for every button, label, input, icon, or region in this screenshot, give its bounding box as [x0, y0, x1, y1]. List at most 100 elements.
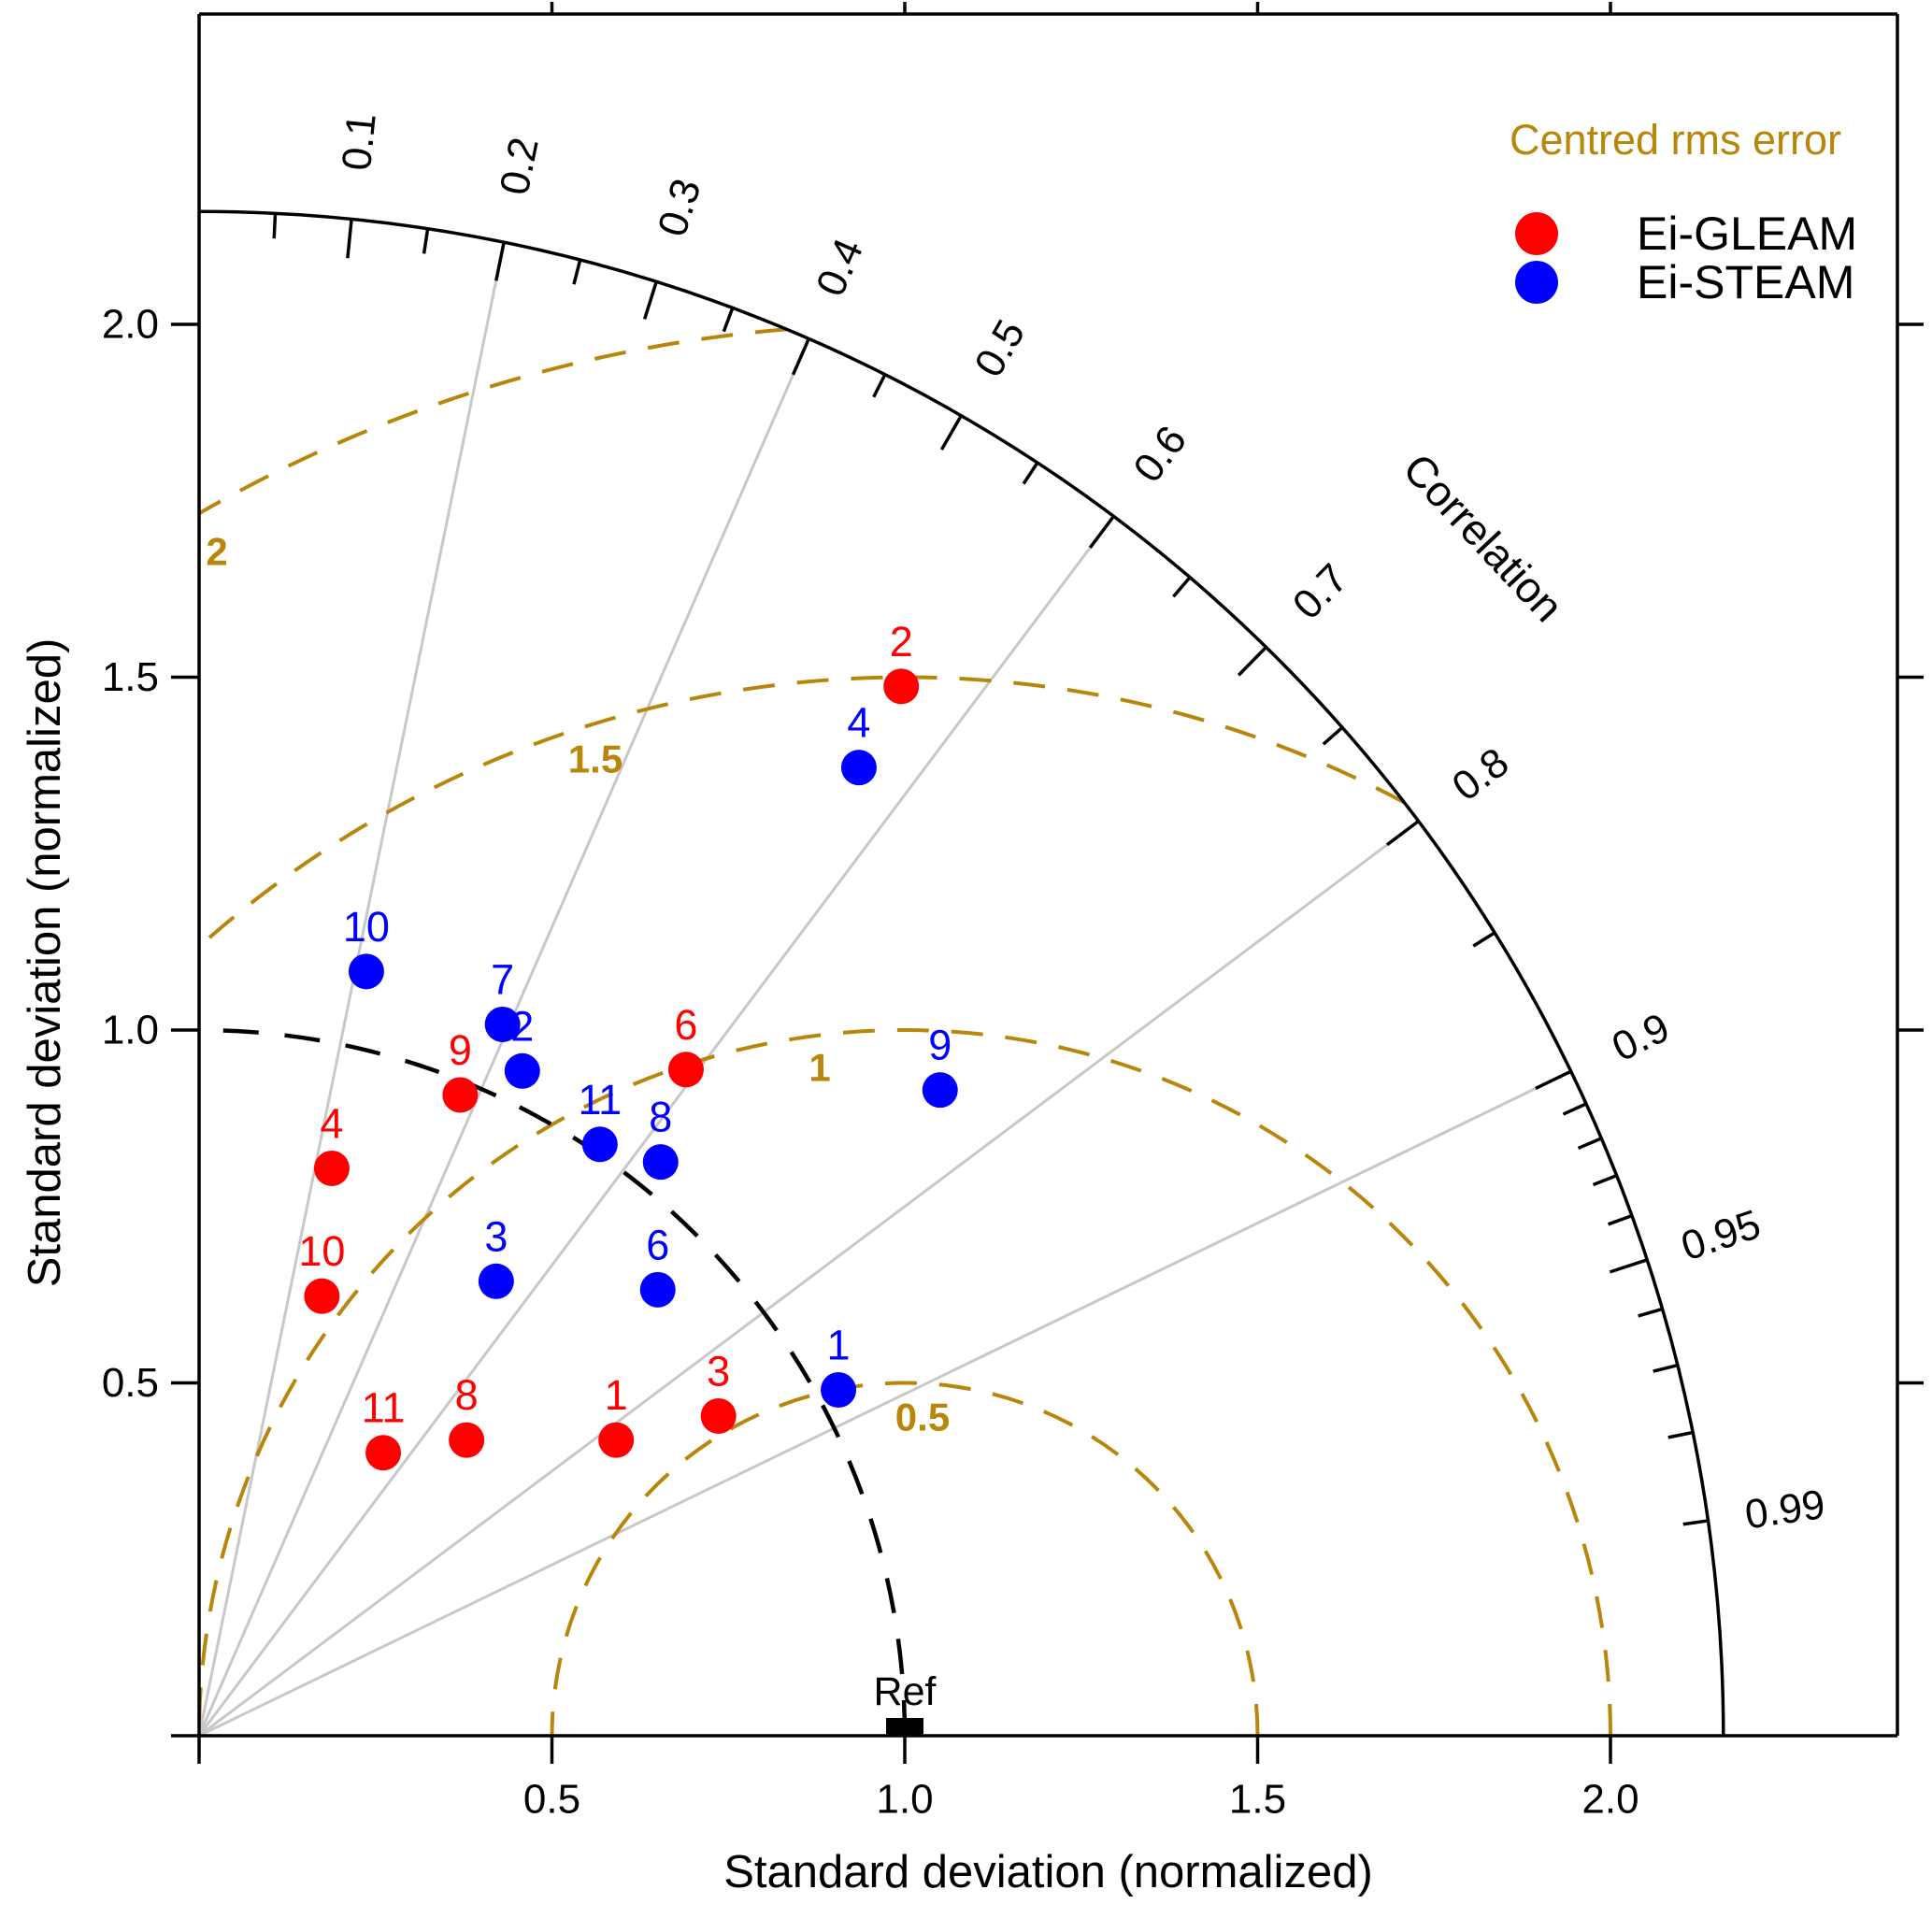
data-point-label-ei-gleam-3: 3 — [707, 1347, 730, 1395]
x-axis-tick-label: 1.5 — [1229, 1777, 1286, 1823]
data-point-label-ei-gleam-4: 4 — [320, 1099, 343, 1147]
data-point-label-ei-gleam-2: 2 — [890, 618, 913, 666]
correlation-tick — [939, 414, 963, 451]
data-point-ei-gleam-11 — [365, 1435, 402, 1471]
data-point-ei-steam-4 — [840, 750, 877, 786]
data-point-label-ei-steam-11: 11 — [578, 1076, 622, 1124]
ref-marker — [886, 1718, 923, 1737]
data-point-ei-steam-3 — [478, 1263, 514, 1299]
rms-error-arc — [550, 1381, 1260, 1737]
data-point-label-ei-steam-10: 10 — [343, 903, 390, 951]
correlation-tick — [1682, 1519, 1709, 1526]
data-point-label-ei-steam-9: 9 — [928, 1022, 952, 1069]
correlation-ray — [198, 1069, 1572, 1738]
correlation-tick — [791, 337, 810, 376]
correlation-tick — [1592, 1173, 1618, 1187]
correlation-tick — [1322, 726, 1344, 746]
correlation-tick — [1667, 1430, 1694, 1439]
rms-arc-label: 2 — [206, 530, 227, 574]
rms-error-arc — [198, 327, 787, 516]
x-axis-tick-label: 2.0 — [1581, 1777, 1639, 1823]
y-axis-tick-label: 1.5 — [102, 654, 159, 700]
data-point-ei-steam-1 — [821, 1372, 857, 1409]
correlation-tick-label: 0.6 — [1124, 418, 1195, 491]
data-point-ei-gleam-9 — [442, 1077, 479, 1113]
correlation-tick — [1562, 1102, 1587, 1116]
data-point-ei-steam-11 — [581, 1126, 618, 1163]
correlation-tick-label: 0.99 — [1742, 1481, 1828, 1539]
correlation-tick-label: 0.8 — [1444, 739, 1517, 810]
x-axis-tick-label: 0.5 — [523, 1777, 580, 1823]
correlation-tick — [642, 280, 658, 320]
correlation-tick — [722, 307, 735, 333]
legend-item-label: Ei-GLEAM — [1637, 208, 1858, 260]
correlation-tick-label: 0.5 — [966, 312, 1034, 384]
data-point-ei-steam-2 — [504, 1052, 540, 1089]
y-axis-tick-label: 2.0 — [102, 302, 159, 348]
correlation-tick-label: 0.4 — [808, 232, 872, 303]
data-point-label-ei-gleam-9: 9 — [449, 1026, 472, 1074]
legend-item-label: Ei-STEAM — [1637, 256, 1855, 308]
x-axis-tick-label: 1.0 — [876, 1777, 933, 1823]
data-point-ei-gleam-4 — [313, 1150, 350, 1186]
data-point-label-ei-gleam-10: 10 — [298, 1227, 345, 1275]
data-point-label-ei-steam-3: 3 — [484, 1212, 508, 1260]
correlation-tick-label: 0.2 — [492, 134, 548, 199]
correlation-tick — [1385, 820, 1420, 847]
correlation-tick — [1535, 1069, 1572, 1091]
correlation-tick — [1607, 1213, 1633, 1226]
data-point-label-ei-gleam-1: 1 — [605, 1371, 628, 1419]
correlation-tick — [272, 213, 278, 239]
rms-arc-label: 1.5 — [568, 737, 623, 781]
outer-arc — [198, 209, 1725, 1737]
correlation-tick-label: 0.3 — [650, 174, 710, 242]
data-point-ei-gleam-6 — [667, 1052, 704, 1088]
y-axis-title: Standard deviation (normalized) — [20, 637, 70, 1288]
correlation-tick — [1577, 1137, 1603, 1151]
data-point-ei-steam-10 — [348, 953, 384, 990]
data-point-label-ei-gleam-8: 8 — [455, 1371, 479, 1419]
data-point-ei-steam-6 — [639, 1271, 676, 1308]
ei-steam-dot-icon — [1515, 261, 1558, 304]
data-point-ei-steam-7 — [484, 1006, 521, 1042]
y-axis-tick-label: 0.5 — [102, 1360, 159, 1406]
data-point-label-ei-steam-1: 1 — [827, 1322, 851, 1369]
ref-label: Ref — [874, 1669, 937, 1714]
correlation-axis-title: Correlation — [1394, 444, 1572, 631]
correlation-tick — [572, 259, 582, 285]
data-point-label-ei-gleam-11: 11 — [362, 1384, 406, 1432]
correlation-ray — [197, 515, 1115, 1737]
x-axis-title: Standard deviation (normalized) — [723, 1847, 1373, 1897]
correlation-tick-label: 0.9 — [1605, 1005, 1676, 1071]
rms-arc-label: 0.5 — [895, 1396, 950, 1439]
correlation-tick — [1237, 646, 1267, 677]
legend-item-ei-steam: Ei-STEAM — [1515, 255, 1854, 309]
rms-error-arc — [197, 1028, 1612, 1737]
correlation-tick-label: 0.7 — [1284, 555, 1357, 628]
correlation-tick — [494, 241, 506, 281]
correlation-tick — [1653, 1363, 1679, 1373]
legend-title: Centred rms error — [1509, 116, 1842, 164]
correlation-tick — [1088, 515, 1115, 550]
data-point-ei-steam-8 — [642, 1144, 679, 1181]
rms-arc-label: 1 — [809, 1046, 830, 1090]
correlation-tick — [346, 219, 353, 259]
std-dev-unit-arc — [198, 1027, 908, 1737]
data-point-ei-gleam-1 — [598, 1422, 635, 1458]
correlation-tick — [1022, 462, 1039, 485]
y-axis-tick-label: 1.0 — [102, 1008, 159, 1053]
ei-gleam-dot-icon — [1515, 212, 1558, 255]
correlation-tick — [1638, 1307, 1664, 1318]
correlation-tick — [422, 228, 430, 254]
correlation-ray — [198, 820, 1420, 1738]
correlation-tick — [1172, 576, 1192, 598]
data-point-label-ei-steam-6: 6 — [646, 1221, 669, 1268]
data-point-ei-gleam-3 — [700, 1397, 737, 1434]
correlation-tick — [1609, 1258, 1648, 1274]
legend-item-ei-gleam: Ei-GLEAM — [1515, 207, 1857, 261]
correlation-tick-label: 0.1 — [334, 111, 385, 173]
data-point-label-ei-gleam-6: 6 — [674, 1001, 697, 1049]
correlation-tick — [872, 373, 887, 398]
